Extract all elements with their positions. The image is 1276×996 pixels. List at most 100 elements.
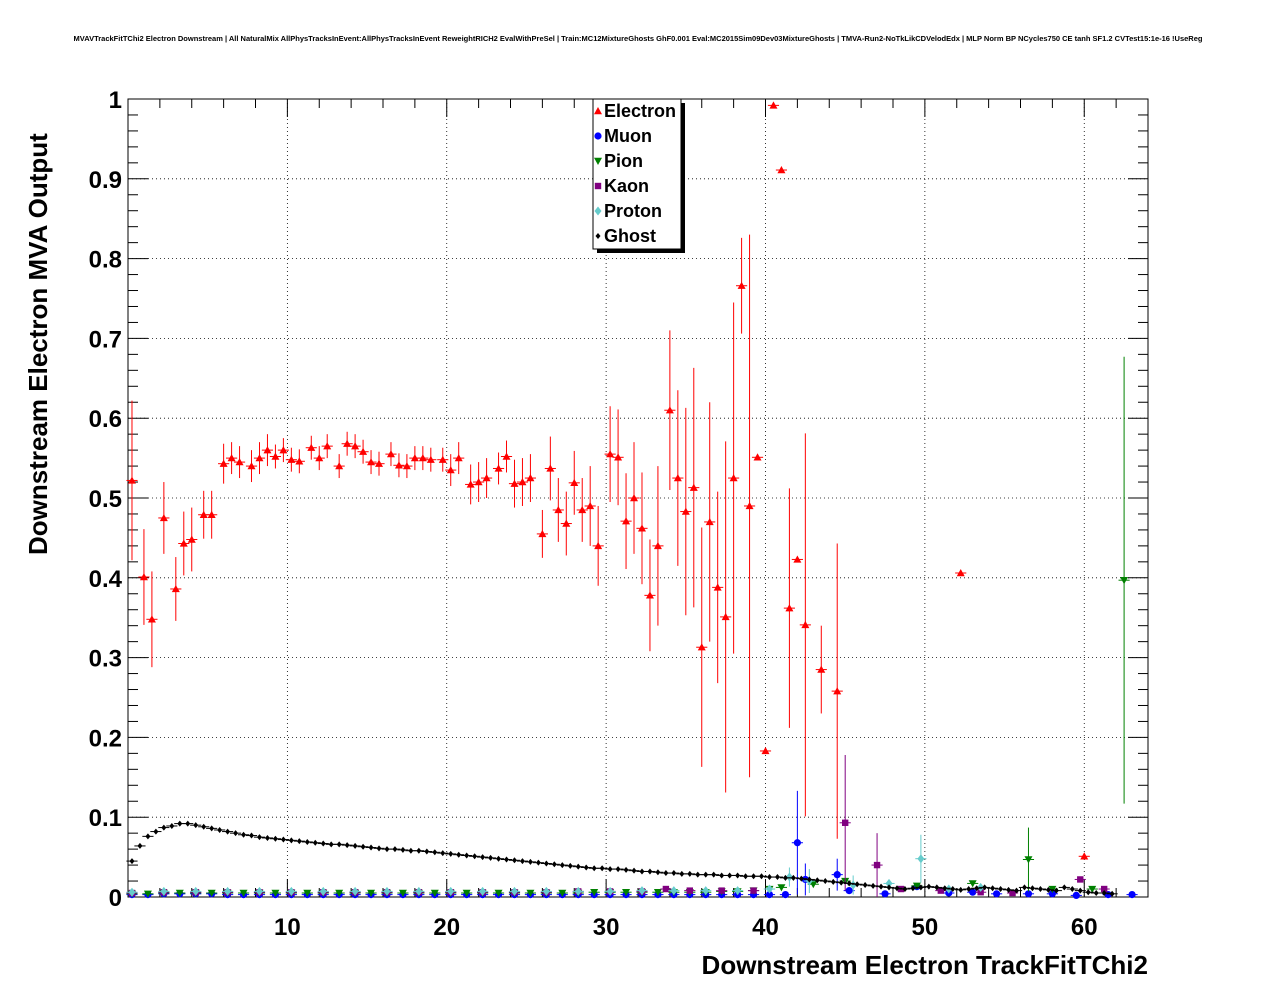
data-point bbox=[255, 454, 264, 462]
data-point bbox=[408, 847, 414, 854]
data-point bbox=[159, 513, 168, 522]
data-point bbox=[881, 890, 889, 898]
data-point bbox=[1120, 576, 1129, 585]
data-point bbox=[702, 886, 710, 896]
data-point bbox=[480, 854, 486, 861]
data-point bbox=[280, 836, 286, 843]
data-point bbox=[272, 835, 278, 842]
data-point bbox=[697, 643, 706, 651]
data-point bbox=[418, 454, 427, 462]
data-point bbox=[1006, 886, 1012, 893]
data-point bbox=[526, 889, 535, 898]
data-point bbox=[538, 529, 547, 538]
data-point bbox=[703, 871, 709, 878]
data-point bbox=[735, 872, 741, 879]
data-point bbox=[751, 873, 757, 880]
data-point bbox=[351, 442, 360, 450]
data-point bbox=[806, 876, 812, 883]
y-tick-label: 0.1 bbox=[89, 805, 122, 832]
data-point bbox=[974, 885, 980, 892]
data-point bbox=[307, 443, 316, 451]
x-tick-label: 20 bbox=[433, 914, 460, 941]
data-series bbox=[126, 101, 1138, 900]
data-point bbox=[631, 867, 637, 874]
data-point bbox=[128, 887, 136, 897]
data-point bbox=[271, 452, 280, 460]
data-point bbox=[217, 826, 223, 833]
data-point bbox=[647, 868, 653, 875]
y-axis-title: Downstream Electron MVA Output bbox=[23, 133, 53, 555]
data-point bbox=[1024, 890, 1033, 898]
data-point bbox=[942, 885, 948, 892]
data-point bbox=[504, 856, 510, 863]
data-point bbox=[785, 872, 793, 882]
legend-marker-muon bbox=[594, 132, 602, 140]
data-point bbox=[1021, 884, 1027, 891]
data-point bbox=[1077, 876, 1084, 883]
data-point bbox=[255, 886, 263, 896]
x-tick-label: 60 bbox=[1071, 914, 1098, 941]
series-muon bbox=[126, 790, 1138, 900]
x-axis-title: Downstream Electron TrackFitTChi2 bbox=[702, 950, 1148, 980]
data-point bbox=[139, 573, 148, 581]
data-point bbox=[734, 886, 742, 896]
data-point bbox=[398, 889, 407, 898]
data-point bbox=[567, 862, 573, 869]
data-point bbox=[394, 461, 403, 469]
data-point bbox=[777, 884, 786, 892]
legend: Electron Muon Pion Kaon Proton Ghost bbox=[592, 98, 685, 253]
data-point bbox=[902, 886, 908, 893]
data-point bbox=[591, 865, 597, 872]
data-point bbox=[479, 886, 487, 896]
legend-marker-kaon bbox=[594, 182, 602, 190]
data-point bbox=[956, 569, 965, 577]
data-point bbox=[665, 406, 674, 414]
data-point bbox=[1029, 885, 1035, 892]
data-point bbox=[841, 819, 849, 826]
data-point bbox=[127, 476, 136, 484]
data-point bbox=[375, 459, 384, 467]
data-point bbox=[239, 889, 248, 898]
data-point bbox=[918, 884, 924, 891]
legend-box bbox=[592, 98, 682, 250]
data-point bbox=[1009, 889, 1016, 897]
data-point bbox=[878, 883, 884, 890]
data-point bbox=[639, 868, 645, 875]
data-point bbox=[201, 823, 207, 830]
data-point bbox=[705, 517, 714, 526]
data-point bbox=[766, 874, 772, 881]
data-point bbox=[143, 890, 152, 898]
data-point bbox=[352, 842, 358, 849]
y-tick-label: 0 bbox=[109, 885, 122, 912]
data-point bbox=[687, 870, 693, 877]
data-point bbox=[344, 842, 350, 849]
data-point bbox=[415, 886, 423, 896]
data-point bbox=[510, 479, 519, 487]
data-point bbox=[854, 881, 860, 888]
data-point bbox=[750, 887, 757, 894]
series-pion bbox=[126, 356, 1130, 898]
data-point bbox=[416, 847, 422, 854]
data-point bbox=[438, 455, 447, 463]
data-point bbox=[551, 861, 557, 868]
y-tick-label: 0.2 bbox=[89, 725, 122, 752]
data-point bbox=[686, 887, 693, 894]
data-point bbox=[402, 462, 411, 470]
data-point bbox=[328, 841, 334, 848]
data-point bbox=[623, 866, 629, 873]
data-point bbox=[759, 873, 765, 880]
x-tick-label: 10 bbox=[274, 914, 301, 941]
y-tick-label: 0.4 bbox=[89, 566, 123, 593]
data-point bbox=[1024, 856, 1033, 864]
data-point bbox=[247, 462, 256, 470]
chart-title: MVAVTrackFitTChi2 Electron Downstream | … bbox=[73, 34, 1203, 43]
data-point bbox=[727, 872, 733, 879]
data-point bbox=[729, 474, 738, 482]
data-point bbox=[977, 889, 984, 896]
data-point bbox=[777, 166, 786, 174]
data-point bbox=[822, 878, 828, 885]
data-point bbox=[849, 880, 857, 890]
data-point bbox=[586, 501, 595, 510]
data-point bbox=[743, 873, 749, 880]
legend-marker-ghost bbox=[595, 233, 601, 239]
